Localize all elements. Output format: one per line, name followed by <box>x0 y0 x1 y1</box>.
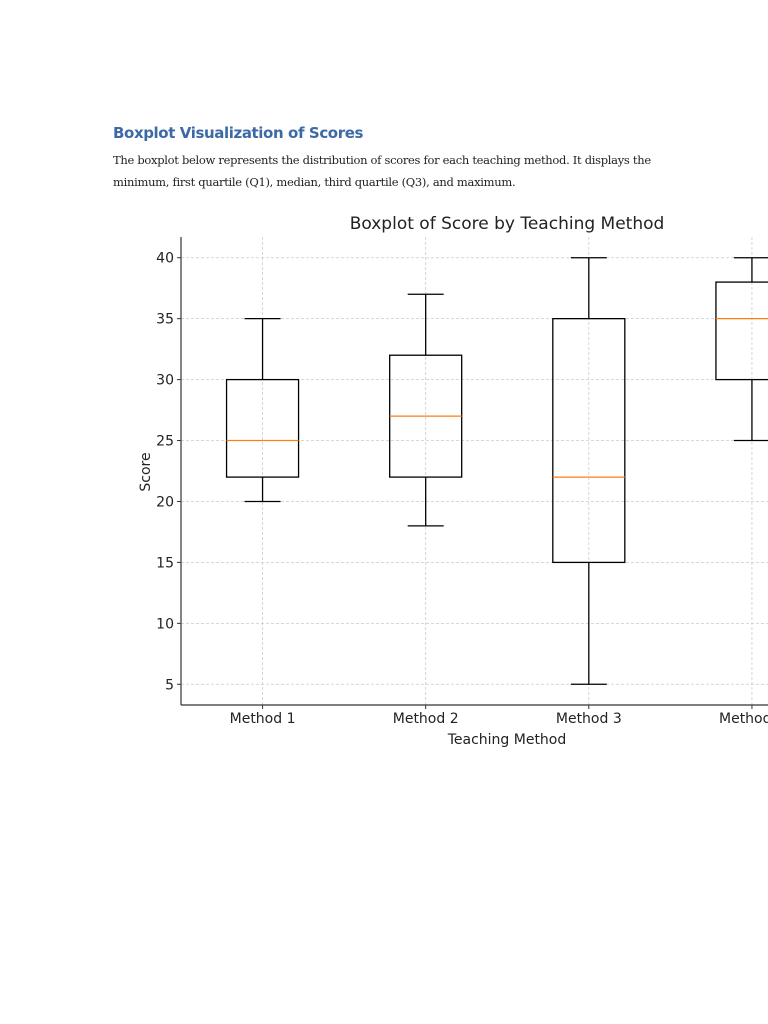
x-tick-label: Method 1 <box>230 711 296 727</box>
iqr-box <box>552 318 626 564</box>
chart-title: Boxplot of Score by Teaching Method <box>350 214 665 234</box>
box-3 <box>552 257 626 685</box>
iqr-box <box>225 378 300 478</box>
y-tick-label: 35 <box>156 312 174 328</box>
y-tick-label: 25 <box>156 434 174 450</box>
y-tick-label: 5 <box>165 677 174 693</box>
section-heading: Boxplot Visualization of Scores <box>113 124 364 142</box>
box-2 <box>389 293 463 527</box>
iqr-box <box>715 281 768 381</box>
x-tick-label: Method 2 <box>393 711 459 727</box>
y-tick-label: 30 <box>156 373 174 389</box>
y-tick-label: 15 <box>156 555 174 571</box>
y-tick-label: 20 <box>156 494 174 510</box>
x-tick-label: Method 4 <box>719 711 768 727</box>
y-tick-label: 40 <box>156 251 174 267</box>
box-1 <box>225 318 300 503</box>
x-tick-label: Method 3 <box>556 711 622 727</box>
description-paragraph: The boxplot below represents the distrib… <box>113 153 651 189</box>
x-axis-label: Teaching Method <box>447 732 567 748</box>
y-axis-label: Score <box>138 452 154 491</box>
box-4 <box>715 257 768 442</box>
y-tick-label: 10 <box>156 616 174 632</box>
